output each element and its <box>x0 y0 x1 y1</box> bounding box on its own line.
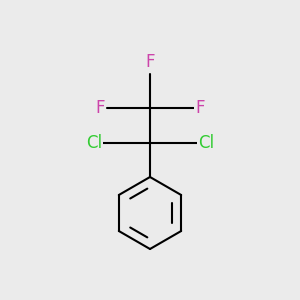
Text: F: F <box>145 53 155 71</box>
Text: F: F <box>95 99 105 117</box>
Text: Cl: Cl <box>198 134 214 152</box>
Text: F: F <box>195 99 205 117</box>
Text: Cl: Cl <box>86 134 102 152</box>
